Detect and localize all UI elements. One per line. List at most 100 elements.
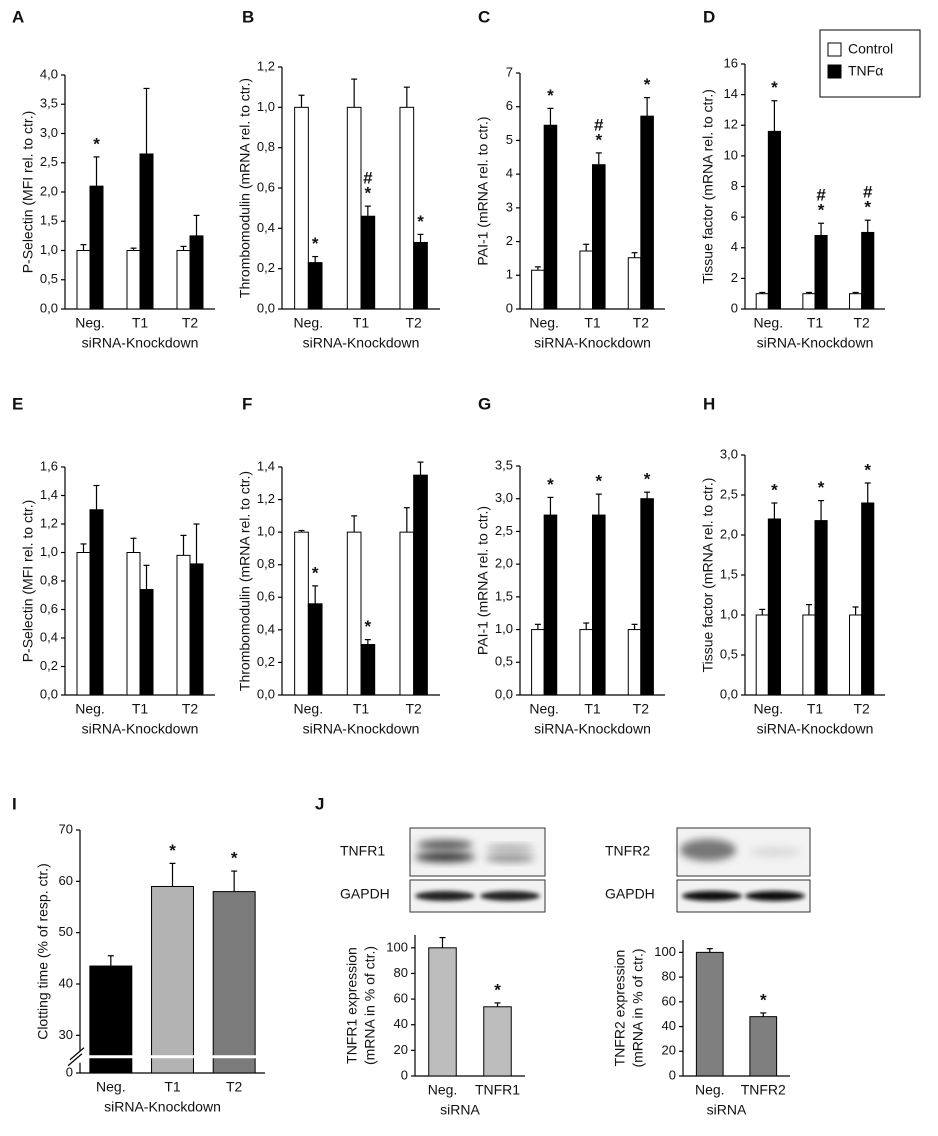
x-tick-label: T1 [132, 701, 149, 717]
y-tick-label: 1,5 [720, 566, 738, 581]
y-axis-label: Clotting time (% of resp. ctr.) [35, 863, 51, 1040]
x-tick-label: TNFR1 [475, 1082, 520, 1098]
bar [294, 106, 309, 310]
y-tick-label: 16 [724, 55, 738, 70]
bar [861, 231, 875, 310]
bar [176, 250, 191, 310]
y-tick-label: 60 [662, 993, 676, 1008]
y-tick-label: 10 [724, 147, 738, 162]
x-tick-label: T1 [353, 701, 370, 717]
y-tick-label: 0,4 [40, 629, 58, 644]
y-tick-label: 6 [731, 209, 738, 224]
bar [814, 235, 828, 310]
y-tick-label: 60 [394, 991, 408, 1006]
bar [767, 130, 781, 310]
y-axis-label: Thrombomodulin (mRNA rel. to ctr.) [237, 471, 253, 691]
bar [543, 124, 558, 310]
y-tick-label: 20 [662, 1043, 676, 1058]
panel-label: D [703, 7, 715, 26]
y-tick-label: 1,0 [257, 524, 275, 539]
y-tick-label: 1,4 [257, 458, 275, 473]
y-tick-label: 1,5 [495, 588, 513, 603]
y-tick-label: 0,4 [257, 220, 275, 235]
bar [413, 474, 428, 696]
y-tick-label: 0,5 [495, 654, 513, 669]
y-tick-label: 0,0 [720, 686, 738, 701]
y-axis-label: P-Selectin (MFI rel. to ctr.) [20, 500, 36, 663]
x-tick-label: TNFR2 [741, 1082, 786, 1098]
x-tick-label: Neg. [529, 701, 559, 717]
panel-label: B [242, 7, 254, 26]
y-tick-label: 4 [731, 239, 738, 254]
x-tick-label: Neg. [294, 315, 324, 331]
y-tick-label: 14 [724, 86, 738, 101]
y-tick-label: 0,6 [40, 601, 58, 616]
bar [139, 153, 154, 310]
y-tick-label: 1,0 [720, 606, 738, 621]
y-tick-label: 0,8 [257, 139, 275, 154]
y-tick-label: 1,6 [40, 458, 58, 473]
break-stripe [150, 1055, 195, 1059]
significance-mark: * [547, 475, 554, 494]
bar [767, 518, 781, 696]
bar [399, 531, 415, 696]
bar [212, 891, 256, 1074]
bar [189, 563, 204, 696]
panel-label: G [478, 394, 491, 413]
y-axis-label: PAI-1 (mRNA rel. to ctr.) [475, 116, 491, 265]
bar [640, 498, 654, 696]
bar [399, 106, 415, 310]
x-axis-label: siRNA-Knockdown [82, 335, 199, 351]
panel-label: E [12, 394, 23, 413]
panel-label: F [242, 394, 252, 413]
significance-mark: * [864, 460, 871, 479]
x-axis-label: siRNA-Knockdown [534, 721, 651, 737]
bar [849, 614, 863, 696]
y-tick-label: 2,5 [495, 523, 513, 538]
y-tick-label: 60 [59, 873, 73, 888]
y-tick-label: 80 [662, 969, 676, 984]
y-tick-label: 0 [401, 1067, 408, 1082]
y-tick-label: 0,8 [257, 556, 275, 571]
x-tick-label: T2 [182, 701, 199, 717]
y-axis-label: P-Selectin (MFI rel. to ctr.) [20, 111, 36, 274]
bar [627, 257, 642, 310]
bar [579, 629, 594, 696]
bar [531, 629, 545, 696]
x-tick-label: T2 [853, 315, 870, 331]
y-tick-label: 3 [506, 199, 513, 214]
bar [346, 106, 362, 310]
y-tick-label: 0,2 [257, 260, 275, 275]
legend-label: TNFα [848, 63, 883, 79]
x-tick-label: T1 [807, 701, 824, 717]
bar [126, 552, 141, 696]
significance-mark: * [169, 841, 176, 860]
significance-mark: * [312, 563, 319, 582]
y-tick-label: 7 [506, 64, 513, 79]
x-tick-label: T1 [353, 315, 370, 331]
y-tick-label: 0 [669, 1067, 676, 1082]
y-tick-label: 6 [506, 98, 513, 113]
y-tick-label: 8 [731, 178, 738, 193]
y-tick-label: 1,4 [40, 487, 58, 502]
x-tick-label: Neg. [529, 315, 559, 331]
bar [592, 164, 606, 310]
panel-label: A [12, 7, 24, 26]
bar [89, 185, 104, 310]
significance-mark: * [417, 212, 424, 231]
break-stripe [212, 1055, 257, 1059]
x-axis-label: siRNA-Knockdown [82, 721, 199, 737]
y-tick-label: 0,0 [40, 300, 58, 315]
legend-box [819, 29, 921, 98]
bar [360, 215, 376, 310]
significance-mark: * [312, 234, 319, 253]
y-tick-label: 3,0 [495, 490, 513, 505]
y-axis-label: PAI-1 (mRNA rel. to ctr.) [475, 506, 491, 655]
y-tick-label: 2,0 [720, 526, 738, 541]
x-tick-label: T2 [226, 1079, 243, 1095]
significance-mark: * [365, 617, 372, 636]
x-tick-label: Neg. [754, 315, 784, 331]
y-tick-label: 2,0 [495, 556, 513, 571]
y-tick-label: 4,0 [40, 66, 58, 81]
